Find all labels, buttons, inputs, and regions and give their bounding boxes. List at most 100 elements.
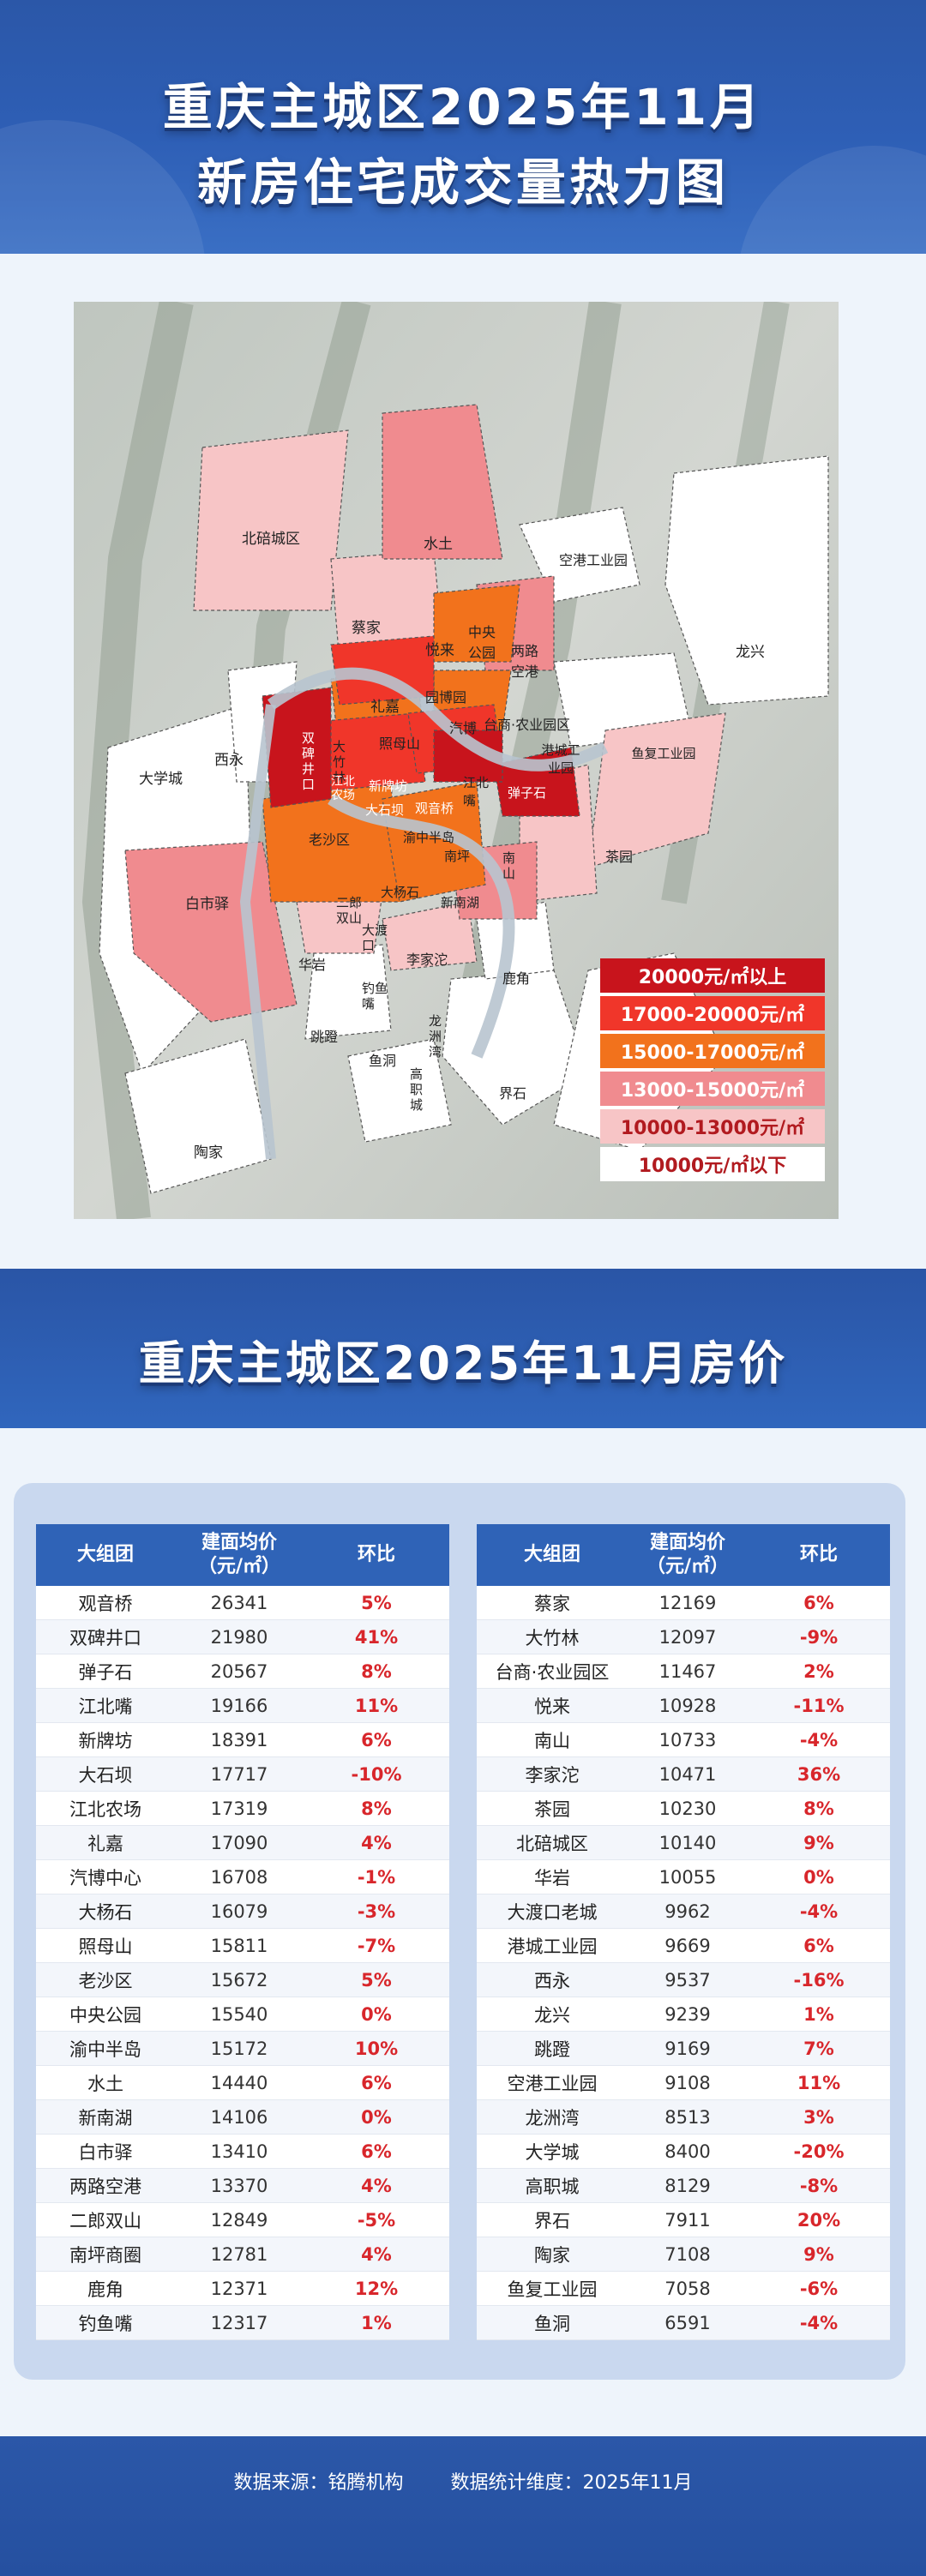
cell-change: 8% — [748, 1791, 890, 1826]
cell-name: 鹿角 — [36, 2271, 175, 2306]
table-row: 江北嘴 19166 11% — [36, 1688, 449, 1723]
table-row: 新牌坊 18391 6% — [36, 1722, 449, 1757]
col-header-group: 大组团 — [477, 1524, 628, 1586]
cell-name: 蔡家 — [477, 1586, 628, 1620]
map-label-longzhouwan: 龙洲湾 — [429, 1013, 442, 1060]
table-row: 二郎双山 12849 -5% — [36, 2202, 449, 2237]
table-row: 老沙区 15672 5% — [36, 1962, 449, 1997]
map-label-jiangbeizui: 江北嘴 — [463, 775, 490, 808]
cell-price: 12317 — [175, 2305, 304, 2340]
cell-name: 李家沱 — [477, 1756, 628, 1792]
map-label-nanshan: 南山 — [502, 850, 516, 881]
table-row: 鱼洞 6591 -4% — [477, 2305, 890, 2340]
map-label-nanping: 南坪 — [444, 849, 471, 864]
map-label-dadukou: 大渡口 — [362, 922, 388, 953]
cell-change: 3% — [748, 2099, 890, 2135]
cell-price: 20567 — [175, 1654, 304, 1689]
table-row: 跳蹬 9169 7% — [477, 2031, 890, 2066]
table-row: 南坪商圈 12781 4% — [36, 2237, 449, 2272]
cell-change: 41% — [304, 1619, 449, 1654]
cell-change: 0% — [304, 1997, 449, 2032]
cell-change: -10% — [304, 1756, 449, 1792]
cell-name: 陶家 — [477, 2237, 628, 2272]
cell-name: 西永 — [477, 1962, 628, 1997]
legend-item-below-10000: 10000元/㎡以下 — [600, 1147, 825, 1181]
cell-change: 9% — [748, 1825, 890, 1860]
cell-price: 12097 — [628, 1619, 748, 1654]
table-row: 大杨石 16079 -3% — [36, 1894, 449, 1929]
cell-price: 7058 — [628, 2271, 748, 2306]
cell-name: 大竹林 — [477, 1619, 628, 1654]
map-label-chayuan: 茶园 — [605, 849, 634, 865]
cell-price: 14440 — [175, 2065, 304, 2100]
table-row: 台商·农业园区 11467 2% — [477, 1654, 890, 1689]
cell-price: 9169 — [628, 2031, 748, 2066]
table-row: 北碚城区 10140 9% — [477, 1825, 890, 1860]
map-label-taojia: 陶家 — [194, 1144, 223, 1162]
map-label-jiangbeinongchang: 江北农场 — [331, 775, 355, 802]
legend-item-15000-17000: 15000-17000元/㎡ — [600, 1034, 825, 1068]
table-row: 茶园 10230 8% — [477, 1791, 890, 1826]
table-row: 照母山 15811 -7% — [36, 1928, 449, 1963]
cell-change: 6% — [304, 1722, 449, 1757]
cell-price: 15172 — [175, 2031, 304, 2066]
cell-name: 新牌坊 — [36, 1722, 175, 1757]
cell-name: 港城工业园 — [477, 1928, 628, 1963]
cell-change: 0% — [748, 1859, 890, 1894]
cell-price: 13410 — [175, 2134, 304, 2169]
table-row: 大竹林 12097 -9% — [477, 1619, 890, 1654]
cell-price: 10140 — [628, 1825, 748, 1860]
map-label-caijia: 蔡家 — [352, 620, 381, 637]
cell-price: 10055 — [628, 1859, 748, 1894]
cell-price: 13370 — [175, 2168, 304, 2203]
legend-item-13000-15000: 13000-15000元/㎡ — [600, 1072, 825, 1106]
legend-item-17000-20000: 17000-20000元/㎡ — [600, 996, 825, 1030]
cell-price: 10471 — [628, 1756, 748, 1792]
cell-price: 26341 — [175, 1586, 304, 1620]
cell-name: 鱼洞 — [477, 2305, 628, 2340]
cell-name: 大石坝 — [36, 1756, 175, 1792]
cell-name: 白市驿 — [36, 2134, 175, 2169]
cell-price: 9669 — [628, 1928, 748, 1963]
table-row: 白市驿 13410 6% — [36, 2134, 449, 2169]
col-header-price: 建面均价 （元/㎡） — [628, 1524, 748, 1586]
map-label-diaoyuzui: 钓鱼嘴 — [362, 981, 388, 1012]
cell-change: 7% — [748, 2031, 890, 2066]
cell-name: 鱼复工业园 — [477, 2271, 628, 2306]
cell-name: 江北农场 — [36, 1791, 175, 1826]
cell-price: 6591 — [628, 2305, 748, 2340]
cell-change: 0% — [304, 2099, 449, 2135]
col-header-group: 大组团 — [36, 1524, 175, 1586]
map-label-yuzhong: 渝中半岛 — [403, 830, 455, 845]
cell-price: 11467 — [628, 1654, 748, 1689]
cell-change: 2% — [748, 1654, 890, 1689]
cell-price: 7108 — [628, 2237, 748, 2272]
map-label-tanzishi: 弹子石 — [508, 785, 547, 801]
footer-source: 数据来源：铭腾机构 — [233, 2472, 404, 2494]
cell-price: 7911 — [628, 2202, 748, 2237]
cell-price: 8513 — [628, 2099, 748, 2135]
cell-name: 江北嘴 — [36, 1688, 175, 1723]
map-label-yufugongye: 鱼复工业园 — [631, 746, 696, 761]
cell-change: -4% — [748, 2305, 890, 2340]
heat-map: 北碚城区 水土 空港工业园 龙兴 蔡家 悦来 中央公园 两路空港 礼嘉 园博园 … — [74, 302, 839, 1219]
table-row: 高职城 8129 -8% — [477, 2168, 890, 2203]
cell-change: 1% — [748, 1997, 890, 2032]
cell-change: 4% — [304, 2237, 449, 2272]
cell-name: 跳蹬 — [477, 2031, 628, 2066]
table-row: 礼嘉 17090 4% — [36, 1825, 449, 1860]
cell-name: 华岩 — [477, 1859, 628, 1894]
cell-change: 6% — [304, 2065, 449, 2100]
cell-name: 大学城 — [477, 2134, 628, 2169]
table-row: 大学城 8400 -20% — [477, 2134, 890, 2169]
table-row: 西永 9537 -16% — [477, 1962, 890, 1997]
cell-change: -20% — [748, 2134, 890, 2169]
cell-price: 10230 — [628, 1791, 748, 1826]
footer-dimension: 数据统计维度：2025年11月 — [450, 2472, 693, 2494]
table-row: 弹子石 20567 8% — [36, 1654, 449, 1689]
cell-name: 茶园 — [477, 1791, 628, 1826]
map-label-longxing: 龙兴 — [736, 644, 765, 661]
page-title-line1: 重庆主城区2025年11月 — [162, 78, 764, 136]
cell-name: 台商·农业园区 — [477, 1654, 628, 1689]
cell-price: 12781 — [175, 2237, 304, 2272]
